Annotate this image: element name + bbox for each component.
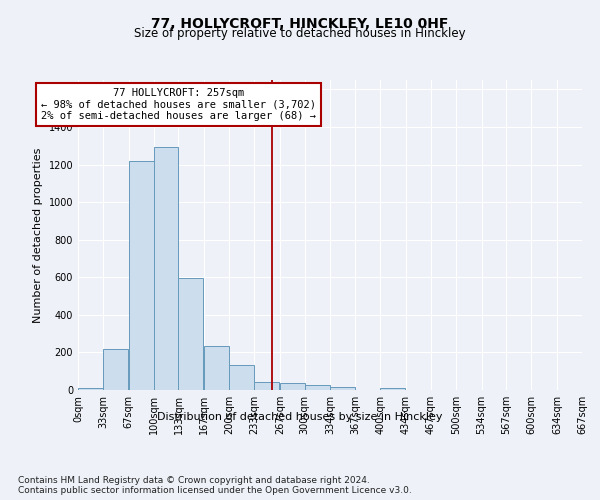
Text: 77, HOLLYCROFT, HINCKLEY, LE10 0HF: 77, HOLLYCROFT, HINCKLEY, LE10 0HF [151,18,449,32]
Text: Contains HM Land Registry data © Crown copyright and database right 2024.
Contai: Contains HM Land Registry data © Crown c… [18,476,412,495]
Y-axis label: Number of detached properties: Number of detached properties [33,148,43,322]
Bar [78,388,103,390]
Bar [103,348,128,390]
Bar [305,384,329,390]
Bar [280,384,305,390]
Bar [254,382,279,390]
Bar [128,161,154,390]
Text: Size of property relative to detached houses in Hinckley: Size of property relative to detached ho… [134,28,466,40]
Bar [229,364,254,390]
Bar [204,346,229,390]
Bar [331,387,355,390]
Text: 77 HOLLYCROFT: 257sqm
← 98% of detached houses are smaller (3,702)
2% of semi-de: 77 HOLLYCROFT: 257sqm ← 98% of detached … [41,88,316,121]
Bar [380,388,405,390]
Bar [178,278,203,390]
Text: Distribution of detached houses by size in Hinckley: Distribution of detached houses by size … [157,412,443,422]
Bar [154,146,178,390]
